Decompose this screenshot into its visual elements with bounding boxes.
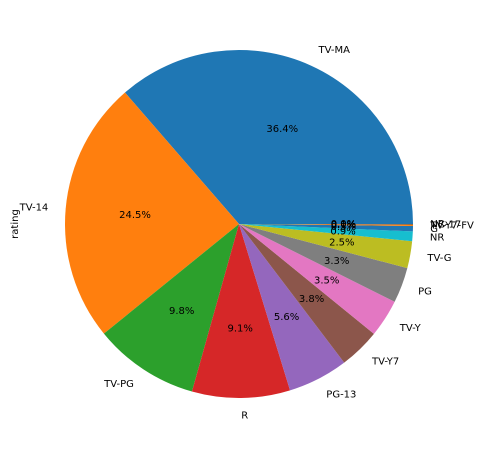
- slice-percent-label: 2.5%: [329, 238, 354, 249]
- slice-percent-label: 0.0%: [331, 219, 356, 230]
- slice-percent-label: 3.3%: [324, 256, 349, 267]
- slice-label: PG: [418, 286, 432, 297]
- slice-label: TV-G: [426, 253, 451, 264]
- slice-label: UR: [430, 219, 444, 230]
- slice-percent-label: 24.5%: [119, 210, 151, 221]
- slice-label: TV-PG: [103, 379, 134, 390]
- slice-percent-label: 9.1%: [227, 323, 252, 334]
- slice-label: PG-13: [326, 389, 356, 400]
- slice-percent-label: 9.8%: [169, 306, 194, 317]
- slice-percent-label: 5.6%: [274, 312, 299, 323]
- slice-percent-label: 3.8%: [299, 294, 324, 305]
- slice-label: TV-MA: [318, 45, 351, 56]
- slice-label: TV-14: [19, 202, 49, 213]
- slice-percent-label: 3.5%: [314, 276, 339, 287]
- slice-label: TV-Y7: [371, 357, 399, 368]
- slice-label: R: [241, 410, 248, 421]
- y-axis-label: rating: [10, 209, 21, 239]
- slice-percent-label: 36.4%: [266, 124, 298, 135]
- slices-layer: [65, 50, 413, 398]
- slice-label: TV-Y: [399, 323, 422, 334]
